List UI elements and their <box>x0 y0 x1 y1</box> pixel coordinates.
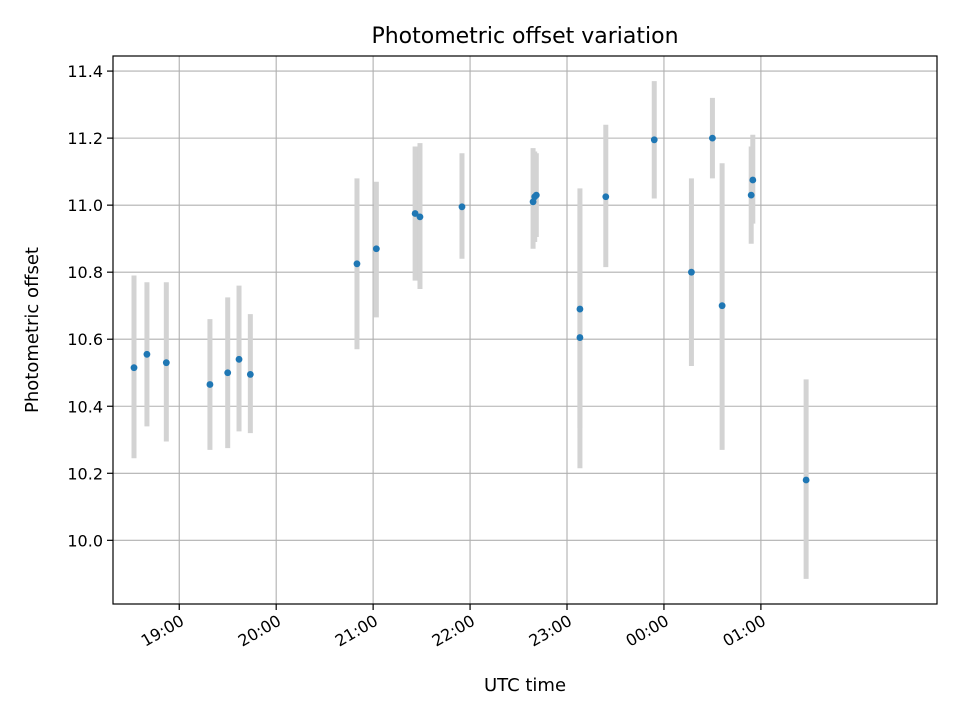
data-points <box>130 134 810 484</box>
plot-frame <box>112 55 938 605</box>
y-tick-label: 10.0 <box>67 531 103 550</box>
data-point <box>602 193 610 201</box>
y-tick-label: 11.0 <box>67 196 103 215</box>
data-point <box>576 305 584 313</box>
data-point <box>688 268 695 276</box>
y-axis-ticks: 10.0 10.2 10.4 10.6 10.8 11.0 11.2 11.4 <box>67 62 113 550</box>
data-point <box>532 191 540 199</box>
x-tick-label: 23:00 <box>526 611 575 651</box>
x-axis-ticks: 19:00 20:00 21:00 22:00 23:00 00:00 01:00 <box>138 604 769 651</box>
y-tick-label: 11.4 <box>67 62 103 81</box>
data-point <box>416 213 424 221</box>
y-tick-label: 10.8 <box>67 263 103 282</box>
data-point <box>224 369 232 377</box>
x-tick-label: 01:00 <box>719 611 768 651</box>
y-tick-label: 10.2 <box>67 464 103 483</box>
x-tick-label: 21:00 <box>332 611 381 651</box>
x-tick-label: 22:00 <box>429 611 478 651</box>
data-point <box>411 210 419 217</box>
data-point <box>143 350 151 358</box>
data-point <box>458 203 466 211</box>
x-tick-label: 19:00 <box>138 611 187 651</box>
x-tick-label: 00:00 <box>623 611 672 651</box>
data-point <box>576 334 584 341</box>
data-point <box>718 302 726 310</box>
x-tick-label: 20:00 <box>235 611 284 651</box>
data-point <box>747 191 755 199</box>
y-tick-label: 10.4 <box>67 397 103 416</box>
data-point <box>246 371 254 378</box>
data-point <box>802 476 810 484</box>
x-axis-label: UTC time <box>484 675 566 696</box>
data-point <box>353 260 361 268</box>
data-point <box>130 364 138 372</box>
data-point <box>235 355 243 363</box>
data-point <box>206 381 214 388</box>
y-tick-label: 10.6 <box>67 330 103 349</box>
y-tick-label: 11.2 <box>67 129 103 148</box>
chart-title: Photometric offset variation <box>371 24 678 49</box>
data-point <box>709 134 716 142</box>
data-point <box>372 245 380 253</box>
data-point <box>650 136 658 144</box>
data-point <box>162 359 170 367</box>
y-axis-label: Photometric offset <box>22 247 43 413</box>
data-point <box>749 176 757 184</box>
